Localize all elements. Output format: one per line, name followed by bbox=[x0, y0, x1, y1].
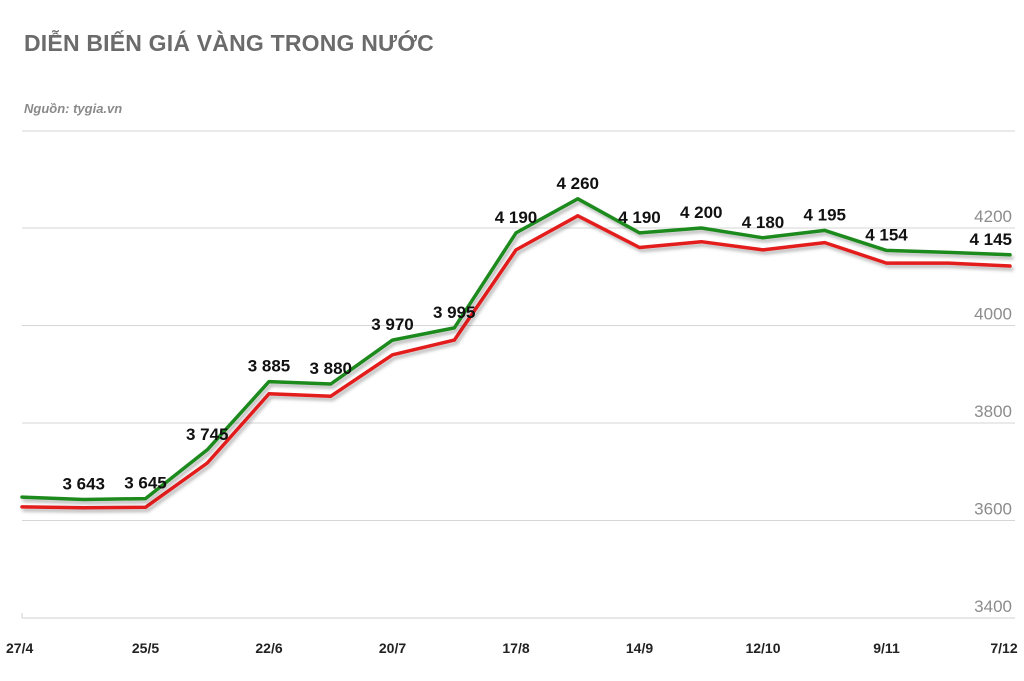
y-tick-label: 3600 bbox=[974, 500, 1012, 519]
data-label: 4 190 bbox=[618, 208, 661, 227]
data-label: 3 880 bbox=[309, 359, 352, 378]
series-line-0 bbox=[20, 197, 1012, 502]
axes: 3400 3600 3800 4000 4200 27/4 25/5 22/6 20/7 17/8… bbox=[6, 207, 1018, 656]
data-label: 3 995 bbox=[433, 303, 476, 322]
x-tick-label: 9/11 bbox=[873, 640, 900, 656]
data-label: 4 145 bbox=[969, 230, 1012, 249]
chart-source: Nguồn: tygia.vn bbox=[24, 101, 123, 116]
y-tick-label: 3400 bbox=[974, 597, 1012, 616]
x-tick-label: 22/6 bbox=[255, 640, 282, 656]
series-group bbox=[20, 197, 1012, 510]
x-tick-label: 14/9 bbox=[626, 640, 653, 656]
gridlines bbox=[22, 227, 1015, 521]
x-tick-label: 17/8 bbox=[502, 640, 529, 656]
data-label: 4 180 bbox=[742, 213, 785, 232]
data-label: 3 645 bbox=[124, 474, 167, 493]
x-tick-label: 27/4 bbox=[6, 640, 33, 656]
data-label: 3 745 bbox=[186, 425, 229, 444]
x-tick-label: 12/10 bbox=[745, 640, 780, 656]
y-tick-label: 4000 bbox=[974, 305, 1012, 324]
data-label: 4 260 bbox=[556, 174, 599, 193]
data-label: 4 154 bbox=[865, 225, 908, 244]
series-line-1 bbox=[20, 214, 1012, 510]
x-tick-label: 25/5 bbox=[132, 640, 159, 656]
data-label: 4 195 bbox=[803, 205, 846, 224]
data-label: 4 200 bbox=[680, 203, 723, 222]
data-label: 4 190 bbox=[495, 208, 538, 227]
y-tick-label: 3800 bbox=[974, 402, 1012, 421]
data-label: 3 885 bbox=[248, 357, 291, 376]
x-tick-label: 20/7 bbox=[379, 640, 406, 656]
data-label: 3 970 bbox=[371, 315, 414, 334]
chart-title: DIỄN BIẾN GIÁ VÀNG TRONG NƯỚC bbox=[24, 30, 434, 56]
data-label: 3 643 bbox=[62, 475, 105, 494]
data-labels: 3 643 3 645 3 745 3 885 3 880 3 970 3 995 4 190… bbox=[62, 174, 1012, 494]
y-tick-label: 4200 bbox=[974, 207, 1012, 226]
x-tick-label: 7/12 bbox=[990, 640, 1017, 656]
